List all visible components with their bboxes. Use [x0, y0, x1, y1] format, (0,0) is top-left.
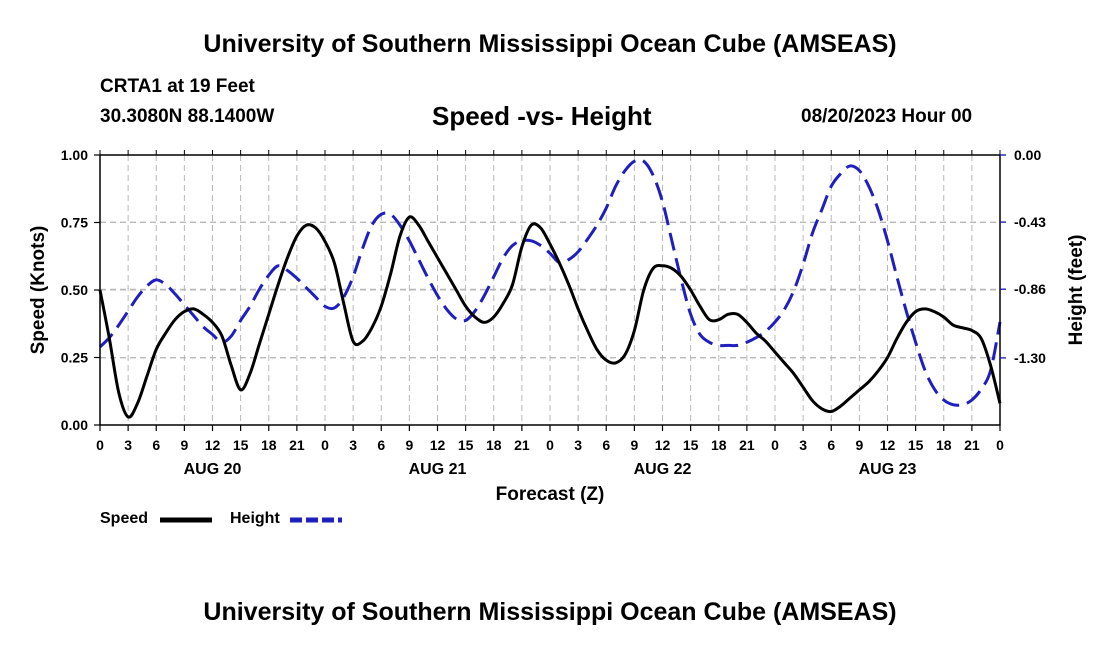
- x-tick-label: 9: [855, 437, 863, 453]
- x-tick-label: 18: [711, 437, 727, 453]
- x-tick-label: 3: [574, 437, 582, 453]
- x-tick-label: 3: [124, 437, 132, 453]
- x-tick-label: 12: [205, 437, 221, 453]
- y-axis-right-label: Height (feet): [1066, 235, 1087, 346]
- x-tick-label: 15: [683, 437, 699, 453]
- x-tick-label: 18: [486, 437, 502, 453]
- x-tick-label: 12: [430, 437, 446, 453]
- x-tick-label: 0: [996, 437, 1004, 453]
- x-tick-label: 21: [739, 437, 755, 453]
- day-label: AUG 23: [859, 461, 917, 478]
- day-label: AUG 22: [634, 461, 692, 478]
- y-tick-label-right: -1.30: [1014, 350, 1046, 366]
- series-layer: [98, 158, 1002, 419]
- y-tick-label-right: 0.00: [1014, 147, 1041, 163]
- x-tick-label: 3: [349, 437, 357, 453]
- y-tick-label-left: 1.00: [61, 147, 88, 163]
- x-tick-label: 15: [233, 437, 249, 453]
- y-tick-label-left: 0.00: [61, 417, 88, 433]
- x-tick-label: 0: [96, 437, 104, 453]
- x-tick-label: 21: [289, 437, 305, 453]
- x-tick-label: 12: [655, 437, 671, 453]
- series-line-speed: [98, 215, 1002, 419]
- footer-title: University of Southern Mississippi Ocean…: [203, 598, 897, 626]
- x-tick-label: 6: [602, 437, 610, 453]
- legend-height-label: Height: [230, 510, 280, 527]
- x-tick-label: 0: [546, 437, 554, 453]
- x-tick-label: 18: [261, 437, 277, 453]
- grid: [100, 155, 1000, 425]
- x-tick-label: 21: [514, 437, 530, 453]
- y-tick-label-left: 0.25: [61, 350, 88, 366]
- x-tick-label: 9: [180, 437, 188, 453]
- station-label: CRTA1 at 19 Feet: [100, 76, 255, 97]
- coordinates-label: 30.3080N 88.1400W: [100, 106, 275, 127]
- day-label: AUG 20: [184, 461, 242, 478]
- x-tick-label: 0: [321, 437, 329, 453]
- x-tick-label: 9: [630, 437, 638, 453]
- x-tick-label: 12: [880, 437, 896, 453]
- page-title: University of Southern Mississippi Ocean…: [203, 30, 897, 58]
- forecast-datetime: 08/20/2023 Hour 00: [801, 106, 973, 127]
- x-tick-label: 3: [799, 437, 807, 453]
- x-tick-label: 21: [964, 437, 980, 453]
- x-tick-label: 6: [377, 437, 385, 453]
- x-tick-label: 6: [152, 437, 160, 453]
- y-tick-label-left: 0.50: [61, 282, 88, 298]
- y-tick-label-left: 0.75: [61, 215, 88, 231]
- y-axis-left-label: Speed (Knots): [28, 226, 49, 355]
- chart-subtitle: Speed -vs- Height: [432, 101, 652, 131]
- x-tick-label: 9: [405, 437, 413, 453]
- x-axis-label: Forecast (Z): [496, 484, 605, 505]
- x-tick-label: 18: [936, 437, 952, 453]
- y-tick-label-right: -0.43: [1014, 214, 1046, 230]
- x-tick-label: 0: [771, 437, 779, 453]
- series-line-height: [98, 158, 1002, 407]
- y-tick-label-right: -0.86: [1014, 281, 1046, 297]
- axis-ticks: 0 3 6 9 12 15 18 21 0 3 6 9 12 15 18 21 0 3 6 9 12 15 18 21 0 3 6 9…: [61, 147, 1046, 478]
- x-tick-label: 6: [827, 437, 835, 453]
- x-tick-label: 15: [908, 437, 924, 453]
- legend-speed-label: Speed: [100, 510, 149, 527]
- x-tick-label: 15: [458, 437, 474, 453]
- day-label: AUG 21: [409, 461, 467, 478]
